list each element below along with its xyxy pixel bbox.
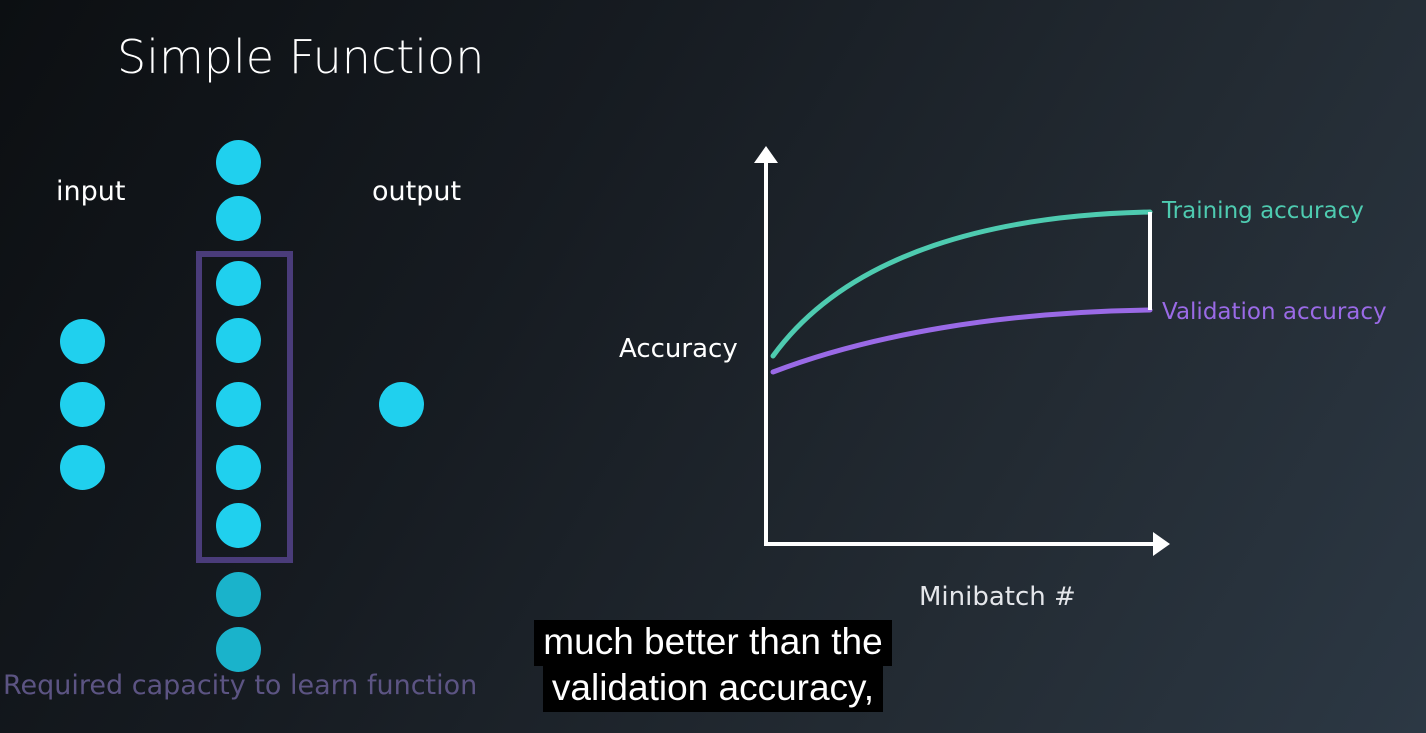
validation-accuracy-label: Validation accuracy	[1162, 299, 1387, 325]
hidden-node	[216, 503, 261, 548]
hidden-node	[216, 140, 261, 185]
x-axis-arrow	[1153, 532, 1170, 556]
input-node	[60, 382, 105, 427]
caption-line-1: much better than the	[534, 620, 892, 666]
hidden-node	[216, 261, 261, 306]
capacity-label: Required capacity to learn function	[3, 670, 478, 701]
input-label: input	[56, 176, 126, 207]
capacity-highlight-box	[196, 251, 293, 563]
output-node	[379, 382, 424, 427]
y-axis-label: Accuracy	[619, 334, 738, 364]
hidden-node	[216, 318, 261, 363]
hidden-node	[216, 196, 261, 241]
output-label: output	[372, 176, 462, 207]
input-node	[60, 319, 105, 364]
hidden-node	[216, 445, 261, 490]
caption: much better than the validation accuracy…	[0, 620, 1426, 712]
x-axis-label: Minibatch #	[919, 582, 1076, 612]
slide-title: Simple Function	[117, 30, 485, 84]
hidden-node	[216, 382, 261, 427]
hidden-node	[216, 572, 261, 617]
caption-line-2: validation accuracy,	[542, 666, 884, 712]
input-node	[60, 445, 105, 490]
training-accuracy-label: Training accuracy	[1162, 198, 1364, 224]
training-accuracy-line	[770, 209, 1153, 359]
y-axis-arrow	[754, 146, 778, 163]
hidden-node	[216, 627, 261, 672]
validation-accuracy-line	[770, 307, 1153, 375]
